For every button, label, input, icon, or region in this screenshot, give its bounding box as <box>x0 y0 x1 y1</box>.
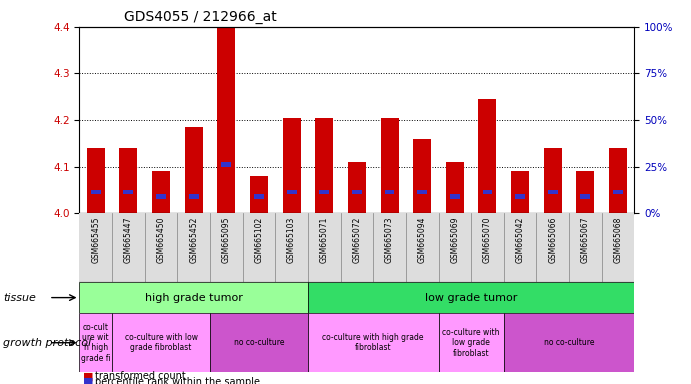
Bar <box>79 282 308 313</box>
Text: co-cult
ure wit
h high
grade fi: co-cult ure wit h high grade fi <box>81 323 111 363</box>
Text: GSM665068: GSM665068 <box>614 217 623 263</box>
Text: GSM665073: GSM665073 <box>385 217 394 263</box>
Text: GSM665042: GSM665042 <box>515 217 524 263</box>
Text: transformed count: transformed count <box>95 371 185 381</box>
Bar <box>348 162 366 213</box>
Bar <box>446 162 464 213</box>
Text: GSM665452: GSM665452 <box>189 217 198 263</box>
Text: GSM665102: GSM665102 <box>254 217 263 263</box>
Bar <box>218 27 236 213</box>
Text: GSM665071: GSM665071 <box>320 217 329 263</box>
Bar <box>613 190 623 195</box>
Bar <box>504 313 634 372</box>
Text: GSM665067: GSM665067 <box>581 217 590 263</box>
Text: growth protocol: growth protocol <box>3 338 92 348</box>
Text: GSM665066: GSM665066 <box>548 217 557 263</box>
Text: GSM665450: GSM665450 <box>157 217 166 263</box>
Bar <box>79 313 112 372</box>
Bar <box>112 313 210 372</box>
Bar <box>308 282 634 313</box>
Bar <box>91 190 101 195</box>
Bar <box>439 313 504 372</box>
Bar <box>580 195 590 199</box>
Bar <box>319 190 329 195</box>
Bar <box>511 171 529 213</box>
Bar <box>515 195 525 199</box>
Bar <box>417 190 427 195</box>
Text: tissue: tissue <box>3 293 37 303</box>
Bar <box>609 148 627 213</box>
Text: no co-culture: no co-culture <box>234 338 284 347</box>
Text: high grade tumor: high grade tumor <box>145 293 243 303</box>
Bar <box>315 118 333 213</box>
Bar <box>124 190 133 195</box>
Bar <box>87 148 105 213</box>
Text: GSM665094: GSM665094 <box>417 217 426 263</box>
Text: GSM665069: GSM665069 <box>451 217 460 263</box>
Bar <box>478 99 496 213</box>
Text: co-culture with
low grade
fibroblast: co-culture with low grade fibroblast <box>442 328 500 358</box>
Text: ■: ■ <box>83 377 93 384</box>
Text: co-culture with high grade
fibroblast: co-culture with high grade fibroblast <box>323 333 424 353</box>
Bar <box>250 176 268 213</box>
Bar <box>254 195 264 199</box>
Bar <box>413 139 431 213</box>
Bar <box>548 190 558 195</box>
Bar <box>210 313 308 372</box>
Bar <box>385 190 395 195</box>
Bar <box>308 313 439 372</box>
Text: GSM665103: GSM665103 <box>287 217 296 263</box>
Bar <box>152 171 170 213</box>
Bar <box>156 195 166 199</box>
Bar <box>352 190 362 195</box>
Bar <box>79 213 634 282</box>
Text: ■: ■ <box>83 371 93 381</box>
Text: low grade tumor: low grade tumor <box>425 293 518 303</box>
Text: co-culture with low
grade fibroblast: co-culture with low grade fibroblast <box>124 333 198 353</box>
Bar <box>482 190 493 195</box>
Bar <box>189 195 198 199</box>
Text: no co-culture: no co-culture <box>544 338 594 347</box>
Bar <box>576 171 594 213</box>
Text: GSM665455: GSM665455 <box>91 217 100 263</box>
Bar <box>283 118 301 213</box>
Bar <box>221 162 231 167</box>
Bar <box>287 190 296 195</box>
Text: GSM665447: GSM665447 <box>124 217 133 263</box>
Bar <box>450 195 460 199</box>
Bar <box>381 118 399 213</box>
Text: percentile rank within the sample: percentile rank within the sample <box>95 377 260 384</box>
Text: GSM665072: GSM665072 <box>352 217 361 263</box>
Bar <box>544 148 562 213</box>
Text: GSM665095: GSM665095 <box>222 217 231 263</box>
Text: GSM665070: GSM665070 <box>483 217 492 263</box>
Bar <box>120 148 138 213</box>
Bar <box>184 127 202 213</box>
Text: GDS4055 / 212966_at: GDS4055 / 212966_at <box>124 10 276 25</box>
